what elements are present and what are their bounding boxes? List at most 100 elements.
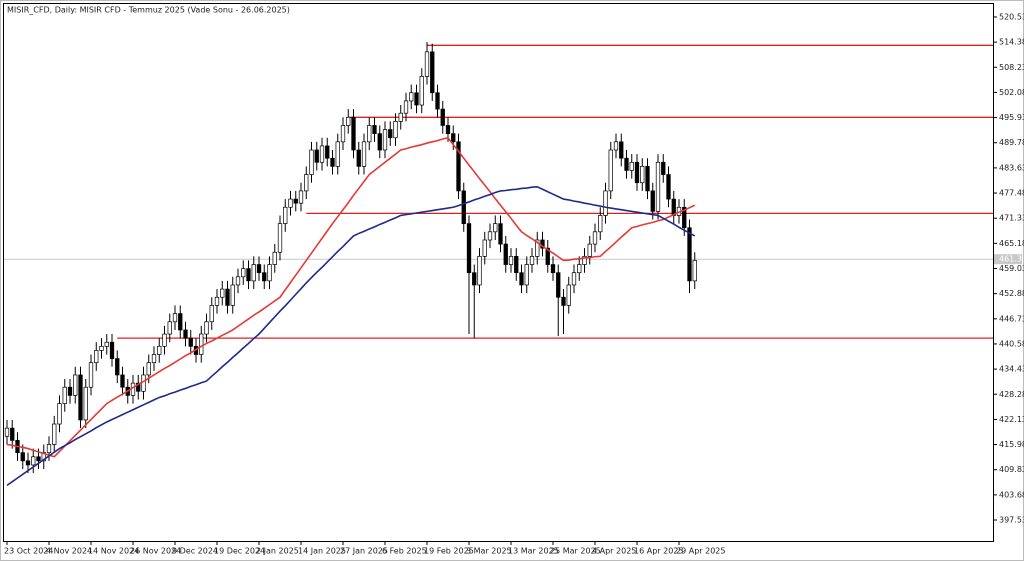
candle-body: [624, 157, 629, 171]
candle-body: [104, 341, 109, 347]
candle-body: [561, 296, 566, 306]
candle-body: [62, 386, 67, 404]
x-tick-label: 29 Apr 2025: [676, 547, 725, 556]
y-tick-label: 415.98: [999, 440, 1024, 449]
candle-body: [487, 231, 493, 241]
candle-body: [167, 321, 172, 335]
plot-border: [3, 3, 994, 542]
y-tick-label: 422.13: [999, 415, 1024, 424]
candle-body: [393, 121, 398, 139]
current-price-label: 461.3: [999, 255, 1022, 264]
candle-body: [529, 255, 535, 265]
candle-body: [503, 243, 508, 265]
y-tick-label: 446.73: [999, 314, 1024, 323]
candle-body: [571, 272, 577, 286]
candle-body: [430, 51, 435, 94]
candle-body: [477, 255, 482, 286]
candle-body: [613, 141, 619, 151]
candle-body: [340, 125, 346, 143]
y-tick-label: 502.08: [999, 88, 1024, 97]
x-tick-label: 13 Mar 2025: [508, 547, 559, 556]
candle-body: [666, 174, 671, 200]
candle-body: [356, 149, 361, 167]
candle-body: [178, 313, 183, 331]
y-tick-label: 489.78: [999, 138, 1024, 147]
candle-body: [241, 268, 246, 278]
candle-body: [545, 247, 550, 265]
candle-body: [650, 190, 655, 212]
candle-body: [519, 272, 524, 286]
candle-body: [414, 92, 419, 106]
candle-body: [577, 264, 582, 274]
candle-body: [634, 161, 640, 184]
x-tick-label: 27 Jan 2025: [340, 547, 388, 556]
candle-body: [461, 190, 466, 224]
y-tick-label: 459.03: [999, 264, 1024, 273]
candle-body: [445, 125, 451, 134]
y-tick-label: 471.33: [999, 214, 1024, 223]
candle-body: [52, 423, 57, 445]
candle-body: [435, 92, 440, 110]
candle-body: [440, 108, 445, 126]
candle-body: [388, 129, 393, 139]
candle-body: [346, 116, 351, 126]
candle-body: [67, 386, 73, 396]
y-tick-label: 428.28: [999, 390, 1024, 399]
candle-body: [629, 161, 634, 171]
candle-body: [246, 268, 251, 282]
candle-body: [151, 354, 157, 364]
candle-body: [25, 460, 31, 466]
candle-body: [94, 350, 99, 364]
candle-body: [214, 296, 220, 306]
candle-body: [566, 284, 571, 306]
candle-body: [88, 362, 94, 388]
candle-body: [120, 374, 125, 388]
candle-body: [262, 272, 267, 282]
candle-body: [325, 145, 330, 159]
x-tick-label: 2 Jan 2025: [256, 547, 299, 556]
candle-body: [172, 313, 178, 323]
y-tick-label: 520.53: [999, 12, 1024, 21]
candle-body: [57, 403, 62, 425]
candle-body: [493, 223, 498, 233]
candle-body: [188, 337, 193, 347]
candle-body: [99, 345, 104, 351]
candle-body: [293, 198, 298, 204]
candle-body: [31, 456, 36, 466]
candle-body: [283, 206, 288, 224]
candle-body: [309, 149, 314, 175]
y-tick-label: 409.83: [999, 465, 1024, 474]
candle-body: [598, 215, 603, 233]
x-tick-label: 26 Nov 2024: [130, 547, 181, 556]
y-tick-label: 403.68: [999, 490, 1024, 499]
candle-body: [655, 161, 661, 212]
candle-body: [409, 92, 414, 102]
candle-body: [603, 190, 608, 216]
candle-body: [508, 255, 514, 265]
x-tick-label: 25 Mar 2025: [550, 547, 601, 556]
y-tick-label: 465.18: [999, 239, 1024, 248]
x-tick-label: 16 Apr 2025: [634, 547, 683, 556]
candle-body: [587, 243, 592, 257]
x-tick-label: 3 Mar 2025: [466, 547, 512, 556]
candle-body: [220, 288, 225, 298]
candle-body: [361, 141, 367, 167]
candle-body: [687, 227, 692, 282]
candle-body: [46, 444, 52, 454]
candle-body: [277, 223, 283, 253]
candle-body: [4, 427, 10, 437]
moving-average: [6, 186, 696, 487]
candle-body: [592, 231, 598, 245]
candle-body: [204, 321, 209, 335]
candle-body: [419, 76, 424, 106]
x-tick-label: 6 Feb 2025: [382, 547, 427, 556]
candle-body: [524, 264, 529, 286]
y-tick-label: 483.63: [999, 163, 1024, 172]
candle-body: [661, 161, 666, 175]
current-price-box: [994, 254, 1022, 265]
candle-body: [235, 276, 241, 286]
x-tick-label: 9 Dec 2024: [172, 547, 218, 556]
candle-body: [351, 116, 356, 151]
